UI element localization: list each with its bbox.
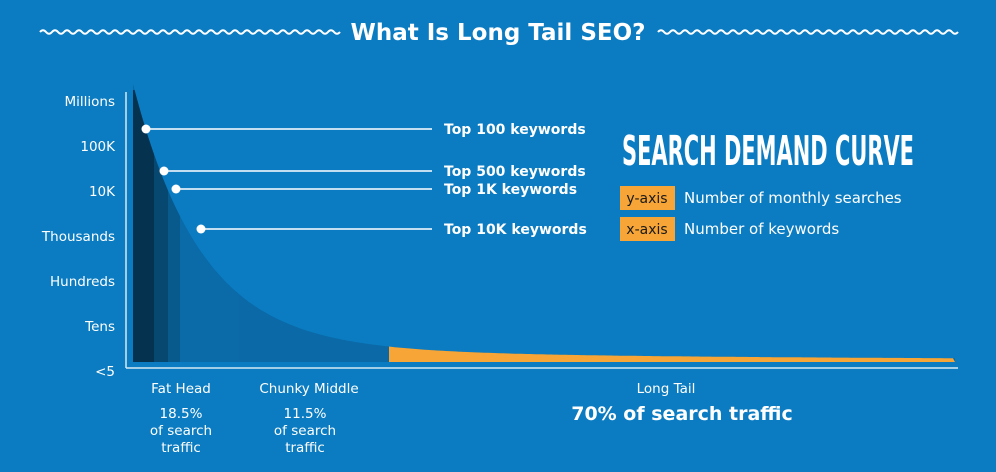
legend-y-axis-tag-bg bbox=[620, 186, 675, 210]
title-wave-left-icon bbox=[39, 29, 341, 35]
chart-title: What Is Long Tail SEO? bbox=[350, 20, 645, 46]
keyword-marker-label: Top 1K keywords bbox=[444, 182, 577, 198]
legend-y-axis: y-axis Number of monthly searches bbox=[620, 186, 902, 210]
long-tail-name: Long Tail bbox=[637, 381, 696, 397]
chunky-middle-share-line2: of search bbox=[274, 423, 336, 439]
title-wave-right-icon bbox=[657, 29, 959, 35]
chunky-middle-share-line3: traffic bbox=[285, 440, 325, 456]
long-tail-area bbox=[389, 346, 955, 362]
legend-x-axis: x-axis Number of keywords bbox=[620, 217, 839, 241]
long-tail-share: 70% of search traffic bbox=[571, 403, 793, 425]
y-tick-label: Millions bbox=[65, 94, 116, 110]
chunky-middle-share-line1: 11.5% bbox=[284, 406, 327, 422]
fat-head-name: Fat Head bbox=[151, 381, 211, 397]
keyword-marker-label: Top 10K keywords bbox=[444, 222, 587, 238]
legend-x-axis-description: Number of keywords bbox=[684, 220, 839, 238]
keyword-marker-dot bbox=[159, 166, 169, 176]
fat-head-share-line3: traffic bbox=[161, 440, 201, 456]
title-group: What Is Long Tail SEO? bbox=[39, 20, 959, 46]
y-tick-label: Tens bbox=[84, 319, 115, 335]
fat-head-band-top100 bbox=[133, 90, 154, 362]
chunky-middle-band bbox=[180, 90, 239, 362]
y-tick-label: Thousands bbox=[41, 229, 115, 245]
search-demand-heading: SEARCH DEMAND CURVE bbox=[622, 127, 914, 175]
keyword-marker-label: Top 100 keywords bbox=[444, 122, 586, 138]
y-tick-label: Hundreds bbox=[50, 274, 115, 290]
keyword-marker-dot bbox=[171, 184, 181, 194]
keyword-marker-dot bbox=[141, 124, 151, 134]
segment-fat-head-label: Fat Head 18.5% of search traffic bbox=[150, 381, 212, 456]
fat-head-band-top500 bbox=[154, 90, 168, 362]
fat-head-share-line1: 18.5% bbox=[160, 406, 203, 422]
fat-head-share-line2: of search bbox=[150, 423, 212, 439]
keyword-marker-label: Top 500 keywords bbox=[444, 164, 586, 180]
fat-head-band-top1k bbox=[168, 90, 180, 362]
legend-y-axis-tag: y-axis bbox=[626, 191, 667, 207]
legend-x-axis-tag: x-axis bbox=[626, 222, 667, 238]
segment-chunky-middle-label: Chunky Middle 11.5% of search traffic bbox=[259, 381, 358, 456]
y-tick-label: 10K bbox=[89, 184, 116, 200]
legend-x-axis-tag-bg bbox=[620, 217, 675, 241]
y-axis-ticks: Millions 100K 10K Thousands Hundreds Tens <5 bbox=[41, 94, 116, 380]
legend-y-axis-description: Number of monthly searches bbox=[684, 189, 902, 207]
y-tick-label: 100K bbox=[80, 139, 116, 155]
keyword-markers: Top 100 keywords Top 500 keywords Top 1K k… bbox=[141, 122, 587, 238]
chunky-middle-name: Chunky Middle bbox=[259, 381, 358, 397]
y-tick-label: <5 bbox=[95, 364, 115, 380]
keyword-marker-dot bbox=[196, 224, 206, 234]
segment-long-tail-label: Long Tail 70% of search traffic bbox=[571, 381, 793, 425]
